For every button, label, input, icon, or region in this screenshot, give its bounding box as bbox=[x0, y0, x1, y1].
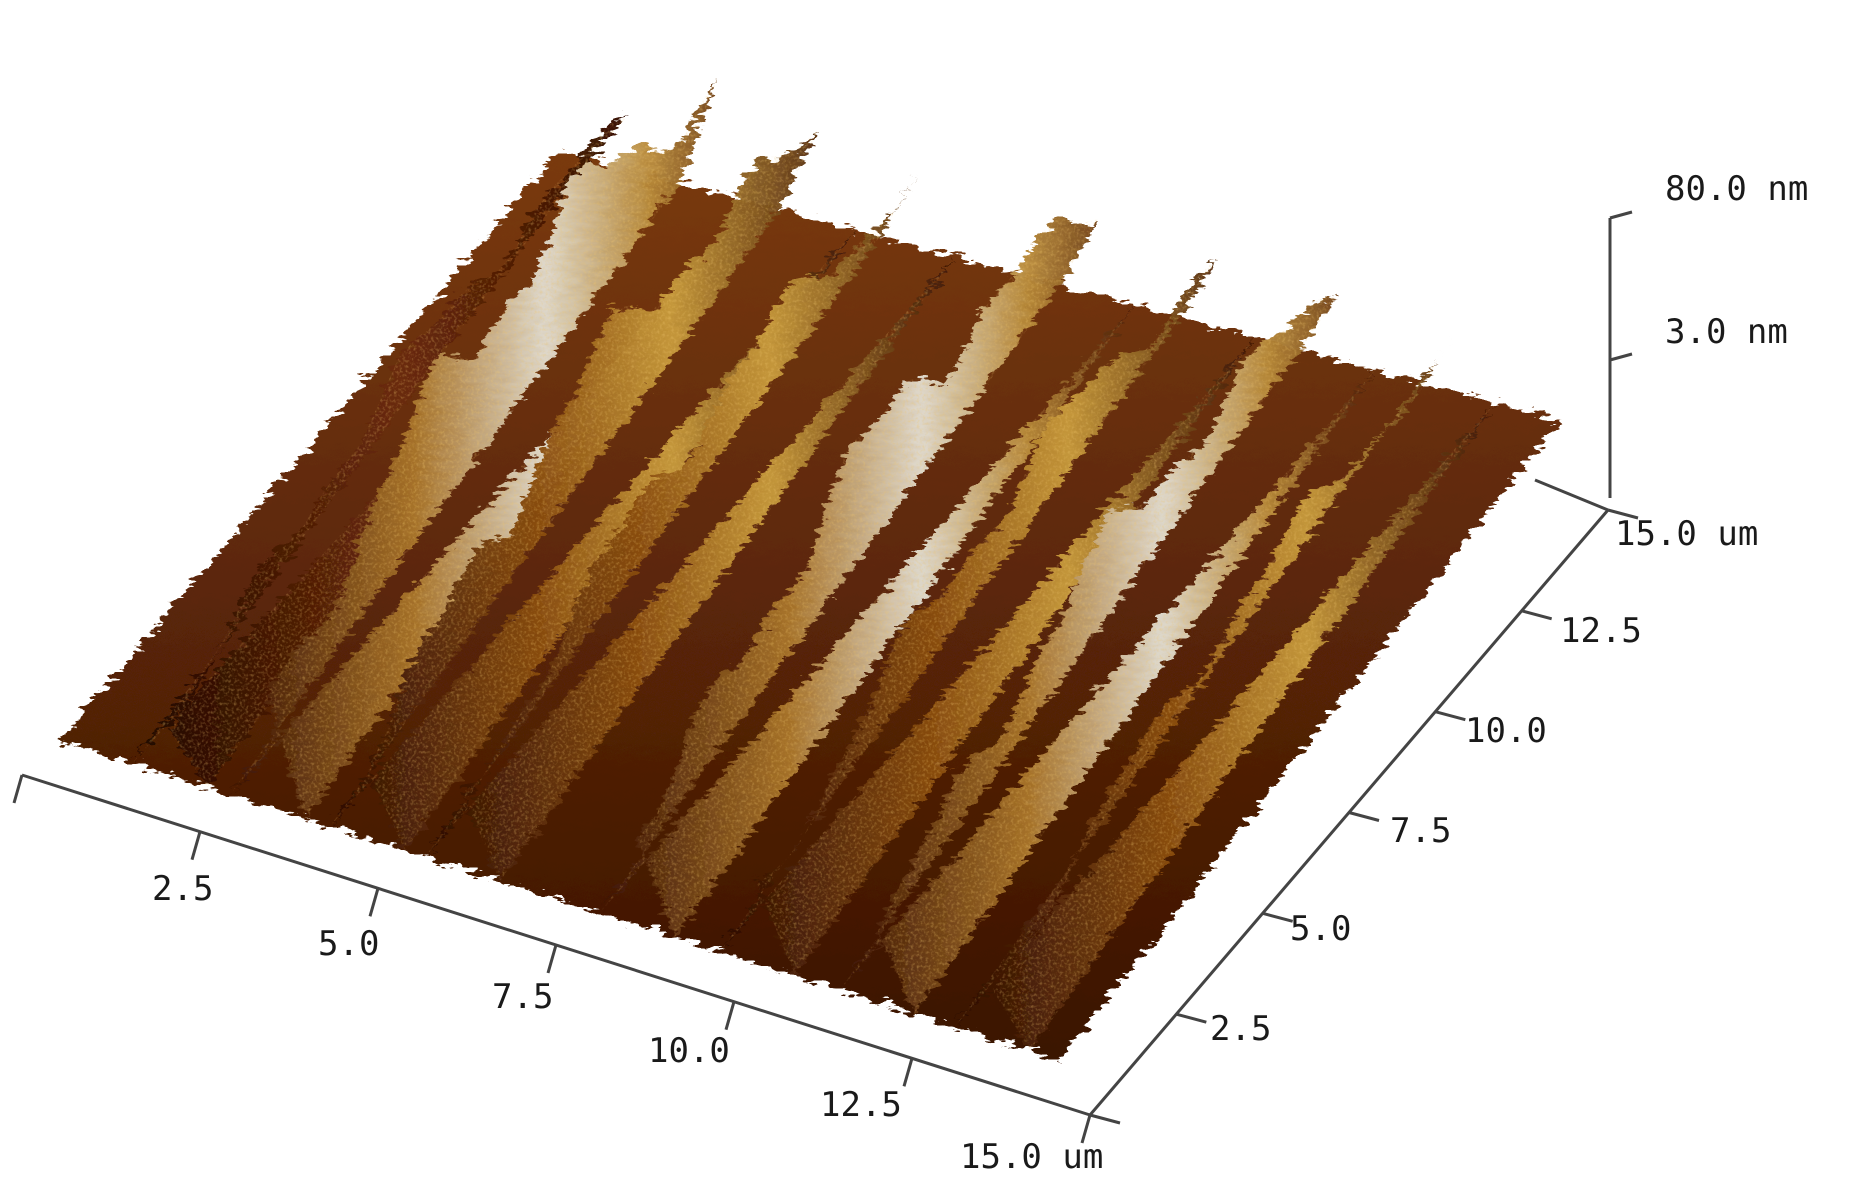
x-tick-label-2-5: 2.5 bbox=[152, 869, 213, 909]
y-axis-labels: 2.5 5.0 7.5 10.0 12.5 15.0 um bbox=[1210, 514, 1758, 1049]
x-axis-ticks bbox=[12, 774, 1092, 1144]
surface-ridge-texture bbox=[840, 296, 1375, 1014]
z-axis-mid-label: 3.0 nm bbox=[1665, 312, 1788, 352]
x-axis-tick bbox=[546, 944, 558, 974]
y-tick-label-2-5: 2.5 bbox=[1210, 1009, 1271, 1049]
surface-ridge-texture bbox=[132, 116, 665, 788]
y-axis-ticks bbox=[1089, 508, 1639, 1125]
y-axis-tick bbox=[1175, 1012, 1207, 1024]
y-axis-tick bbox=[1607, 508, 1639, 520]
y-tick-label-10-0: 10.0 bbox=[1465, 711, 1547, 751]
y-axis-tick bbox=[1089, 1113, 1121, 1125]
surface-ridge-texture bbox=[955, 333, 1495, 1051]
x-axis-labels: 2.5 5.0 7.5 10.0 12.5 15.0 um bbox=[152, 869, 1103, 1177]
x-tick-label-12-5: 12.5 bbox=[820, 1085, 902, 1125]
surface-topography bbox=[60, 77, 1560, 1060]
x-axis-tick bbox=[724, 1001, 736, 1031]
x-axis-end-label: 15.0 um bbox=[960, 1137, 1103, 1177]
y-tick-label-12-5: 12.5 bbox=[1560, 611, 1642, 651]
x-axis-tick bbox=[1080, 1114, 1092, 1144]
z-axis-top-tick bbox=[1609, 210, 1633, 220]
y-tick-label-5-0: 5.0 bbox=[1290, 909, 1351, 949]
y-axis-back-line bbox=[1534, 478, 1609, 512]
x-axis-tick bbox=[368, 887, 380, 917]
y-axis-end-label: 15.0 um bbox=[1615, 514, 1758, 554]
y-axis-tick bbox=[1521, 609, 1553, 621]
surface-ridge-texture bbox=[425, 173, 955, 881]
x-axis-tick bbox=[902, 1057, 914, 1087]
y-axis-tick bbox=[1348, 811, 1380, 822]
z-axis-mid-tick bbox=[1609, 352, 1633, 362]
x-tick-label-7-5: 7.5 bbox=[492, 977, 553, 1017]
z-axis-max-label: 80.0 nm bbox=[1665, 169, 1808, 209]
z-axis-labels: 80.0 nm 3.0 nm bbox=[1665, 169, 1808, 352]
x-tick-label-10-0: 10.0 bbox=[648, 1031, 730, 1071]
surface-ridge-texture bbox=[330, 130, 855, 851]
axes-frame bbox=[12, 210, 1639, 1144]
y-axis-tick bbox=[1434, 710, 1466, 722]
surface-ridge-texture bbox=[720, 257, 1255, 976]
surface-ridge-texture bbox=[600, 217, 1135, 937]
y-axis-tick bbox=[1262, 911, 1294, 923]
x-axis-tick bbox=[190, 831, 202, 861]
y-tick-label-7-5: 7.5 bbox=[1390, 811, 1451, 851]
x-tick-label-5-0: 5.0 bbox=[318, 924, 379, 964]
x-axis-tick bbox=[12, 774, 24, 804]
